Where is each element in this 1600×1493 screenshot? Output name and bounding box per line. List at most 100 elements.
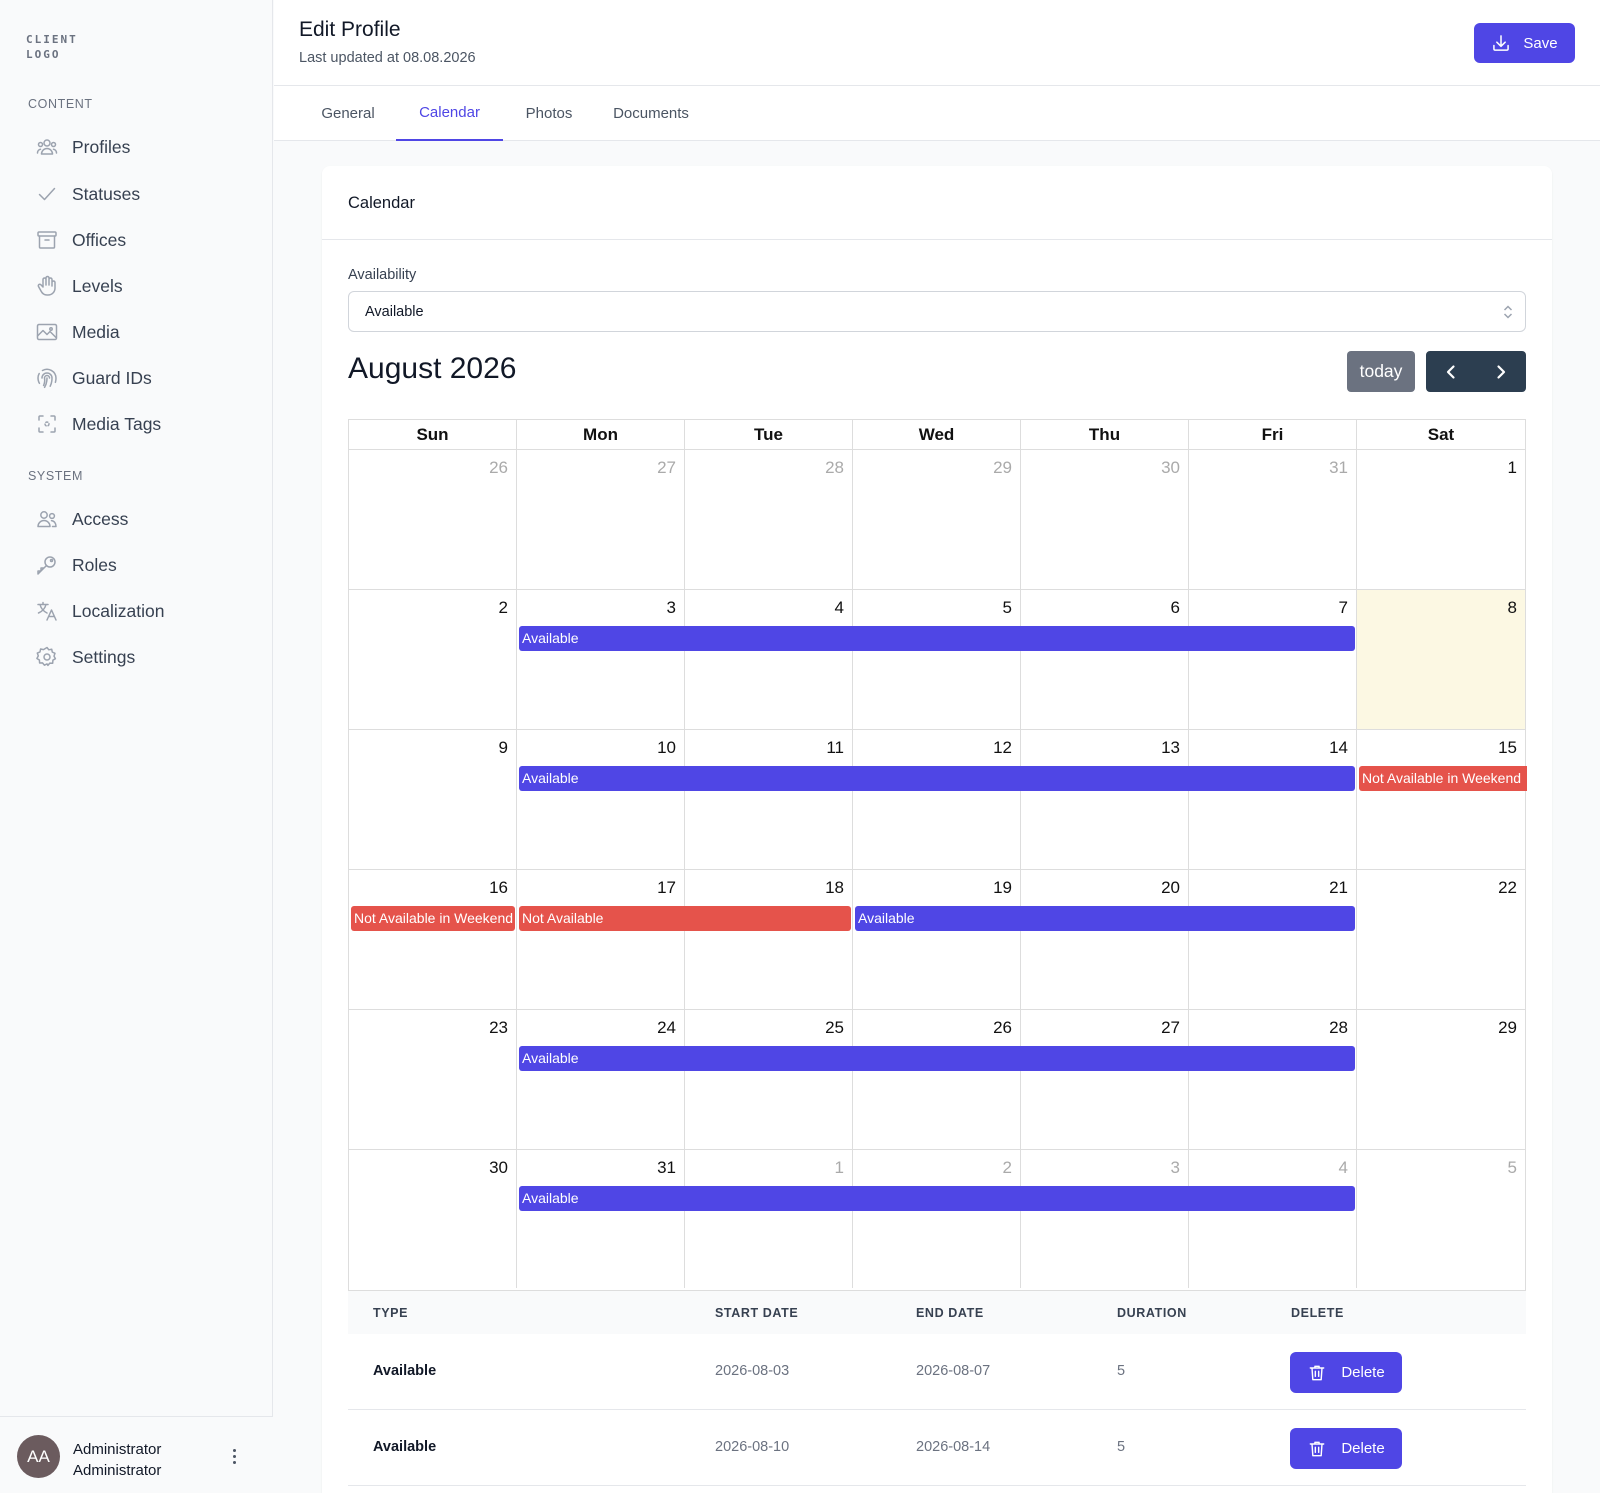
- sidebar-item-levels[interactable]: Levels: [24, 266, 254, 306]
- event-not-available[interactable]: Not Available: [519, 906, 851, 931]
- day-number: 26: [489, 458, 508, 477]
- page-title: Edit Profile: [299, 18, 401, 41]
- calendar-day[interactable]: 28: [685, 450, 853, 590]
- calendar-day[interactable]: 27: [517, 450, 685, 590]
- event-not-available[interactable]: Not Available in Weekend: [351, 906, 515, 931]
- delete-button[interactable]: Delete: [1290, 1428, 1402, 1469]
- check-icon: [24, 174, 70, 214]
- day-number: 27: [1161, 1018, 1180, 1037]
- calendar-day[interactable]: 1: [685, 1150, 853, 1288]
- calendar-day[interactable]: 3: [517, 590, 685, 730]
- next-month-button[interactable]: [1476, 351, 1526, 392]
- availability-select[interactable]: Available: [348, 291, 1526, 332]
- calendar-day[interactable]: 29: [853, 450, 1021, 590]
- month-title: August 2026: [348, 352, 517, 385]
- calendar-day[interactable]: 30: [349, 1150, 517, 1288]
- sidebar-item-profiles[interactable]: Profiles: [24, 127, 254, 167]
- day-number: 13: [1161, 738, 1180, 757]
- sidebar-item-media[interactable]: Media: [24, 312, 254, 352]
- calendar-day[interactable]: 2: [853, 1150, 1021, 1288]
- sidebar: CLIENT LOGO CONTENT Profiles Statuses Of…: [0, 0, 273, 1493]
- calendar-day[interactable]: 5: [1357, 1150, 1525, 1288]
- calendar-day[interactable]: 9: [349, 730, 517, 870]
- calendar-day[interactable]: 1: [1357, 450, 1525, 590]
- tab-documents[interactable]: Documents: [613, 105, 689, 122]
- calendar-day[interactable]: 4: [685, 590, 853, 730]
- event-not-available[interactable]: Not Available in Weekend: [1359, 766, 1527, 791]
- calendar-day-today[interactable]: 8: [1357, 590, 1525, 730]
- events-table-header: TYPE START DATE END DATE DURATION DELETE: [348, 1291, 1526, 1334]
- calendar-day[interactable]: 12: [853, 730, 1021, 870]
- calendar-day[interactable]: 19: [853, 870, 1021, 1010]
- calendar-day[interactable]: 26: [349, 450, 517, 590]
- event-available[interactable]: Available: [519, 626, 1355, 651]
- prev-month-button[interactable]: [1426, 351, 1476, 392]
- event-available[interactable]: Available: [519, 1186, 1355, 1211]
- tab-photos[interactable]: Photos: [525, 105, 573, 122]
- calendar-day[interactable]: 21: [1189, 870, 1357, 1010]
- event-available[interactable]: Available: [519, 1046, 1355, 1071]
- row-duration: 5: [1117, 1363, 1126, 1379]
- calendar-day[interactable]: 20: [1021, 870, 1189, 1010]
- calendar-day[interactable]: 27: [1021, 1010, 1189, 1150]
- calendar-day[interactable]: 7: [1189, 590, 1357, 730]
- page-header: Edit Profile Last updated at 08.08.2026 …: [274, 0, 1600, 86]
- day-of-week-header: Wed: [853, 420, 1021, 450]
- calendar-day[interactable]: 14: [1189, 730, 1357, 870]
- event-available[interactable]: Available: [855, 906, 1355, 931]
- event-available[interactable]: Available: [519, 766, 1355, 791]
- sidebar-item-roles[interactable]: Roles: [24, 545, 254, 585]
- delete-button-label: Delete: [1341, 1364, 1385, 1381]
- sidebar-item-label: Levels: [72, 275, 123, 296]
- day-number: 12: [993, 738, 1012, 757]
- calendar-day[interactable]: 16: [349, 870, 517, 1010]
- sidebar-item-offices[interactable]: Offices: [24, 220, 254, 260]
- calendar-day[interactable]: 31: [517, 1150, 685, 1288]
- sidebar-item-label: Offices: [72, 229, 127, 250]
- sidebar-item-access[interactable]: Access: [24, 499, 254, 539]
- day-of-week-header: Thu: [1021, 420, 1189, 450]
- day-number: 1: [834, 1158, 844, 1177]
- day-number: 23: [489, 1018, 508, 1037]
- hand-icon: [24, 266, 70, 306]
- table-row: Available 2026-08-03 2026-08-07 5 Delete: [348, 1334, 1526, 1410]
- day-number: 20: [1161, 878, 1180, 897]
- day-of-week-header: Sat: [1357, 420, 1525, 450]
- sidebar-item-label: Settings: [72, 646, 136, 667]
- tab-calendar[interactable]: Calendar: [396, 86, 503, 141]
- calendar-day[interactable]: 25: [685, 1010, 853, 1150]
- calendar-day[interactable]: 30: [1021, 450, 1189, 590]
- calendar-day[interactable]: 31: [1189, 450, 1357, 590]
- calendar-day[interactable]: 5: [853, 590, 1021, 730]
- calendar-day[interactable]: 11: [685, 730, 853, 870]
- calendar-day[interactable]: 17: [517, 870, 685, 1010]
- tab-general[interactable]: General: [321, 105, 375, 122]
- avatar[interactable]: AA: [17, 1435, 60, 1478]
- photo-icon: [24, 312, 70, 352]
- save-button[interactable]: Save: [1474, 23, 1575, 63]
- calendar-day[interactable]: 6: [1021, 590, 1189, 730]
- delete-button[interactable]: Delete: [1290, 1352, 1402, 1393]
- gear-icon: [24, 637, 70, 677]
- sidebar-item-statuses[interactable]: Statuses: [24, 174, 254, 214]
- day-number: 14: [1329, 738, 1348, 757]
- calendar-day[interactable]: 10: [517, 730, 685, 870]
- sidebar-item-media-tags[interactable]: Media Tags: [24, 404, 254, 444]
- sidebar-item-guard-ids[interactable]: Guard IDs: [24, 358, 254, 398]
- calendar-day[interactable]: 23: [349, 1010, 517, 1150]
- calendar-day[interactable]: 26: [853, 1010, 1021, 1150]
- calendar-day[interactable]: 18: [685, 870, 853, 1010]
- today-button[interactable]: today: [1347, 351, 1415, 392]
- calendar-day[interactable]: 29: [1357, 1010, 1525, 1150]
- sidebar-item-localization[interactable]: Localization: [24, 591, 254, 631]
- calendar-day[interactable]: 3: [1021, 1150, 1189, 1288]
- calendar-day[interactable]: 2: [349, 590, 517, 730]
- calendar-day[interactable]: 28: [1189, 1010, 1357, 1150]
- sidebar-item-settings[interactable]: Settings: [24, 637, 254, 677]
- calendar-day[interactable]: 4: [1189, 1150, 1357, 1288]
- calendar-day[interactable]: 13: [1021, 730, 1189, 870]
- user-menu-dots-icon[interactable]: [224, 1443, 244, 1469]
- calendar-day[interactable]: 24: [517, 1010, 685, 1150]
- calendar-day[interactable]: 22: [1357, 870, 1525, 1010]
- calendar-day[interactable]: 15: [1357, 730, 1525, 870]
